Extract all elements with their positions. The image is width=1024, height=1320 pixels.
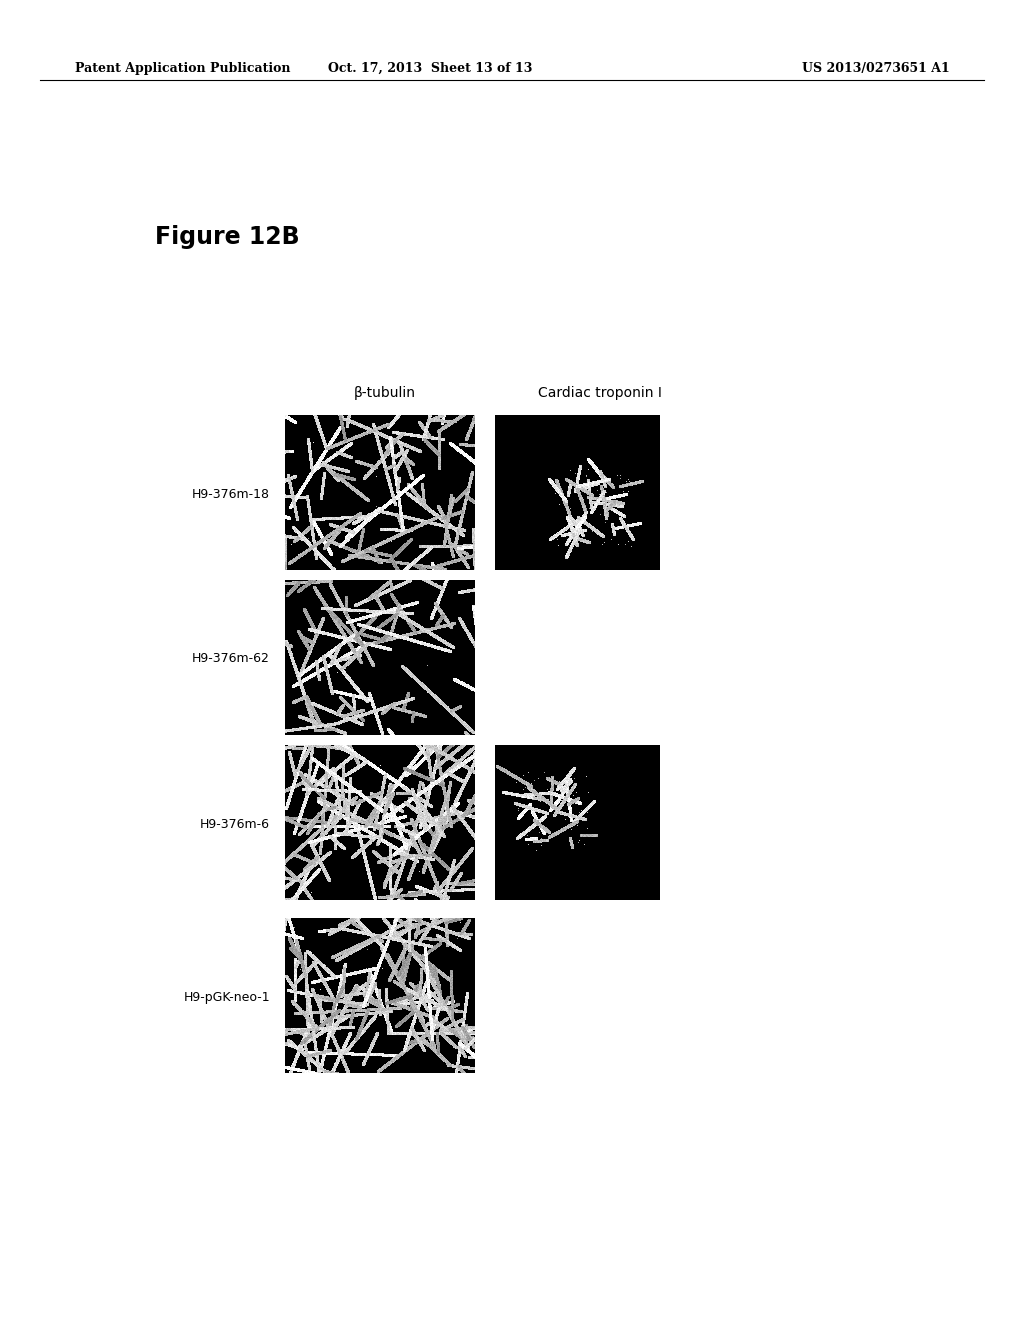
Text: Figure 12B: Figure 12B [155, 224, 300, 249]
Text: H9-376m-62: H9-376m-62 [193, 652, 270, 664]
Text: Oct. 17, 2013  Sheet 13 of 13: Oct. 17, 2013 Sheet 13 of 13 [328, 62, 532, 75]
Text: Patent Application Publication: Patent Application Publication [75, 62, 291, 75]
Text: H9-376m-6: H9-376m-6 [200, 818, 270, 832]
Text: H9-376m-18: H9-376m-18 [193, 488, 270, 502]
Text: US 2013/0273651 A1: US 2013/0273651 A1 [802, 62, 950, 75]
Text: Cardiac troponin I: Cardiac troponin I [538, 385, 662, 400]
Text: β-tubulin: β-tubulin [354, 385, 416, 400]
Text: H9-pGK-neo-1: H9-pGK-neo-1 [183, 991, 270, 1005]
